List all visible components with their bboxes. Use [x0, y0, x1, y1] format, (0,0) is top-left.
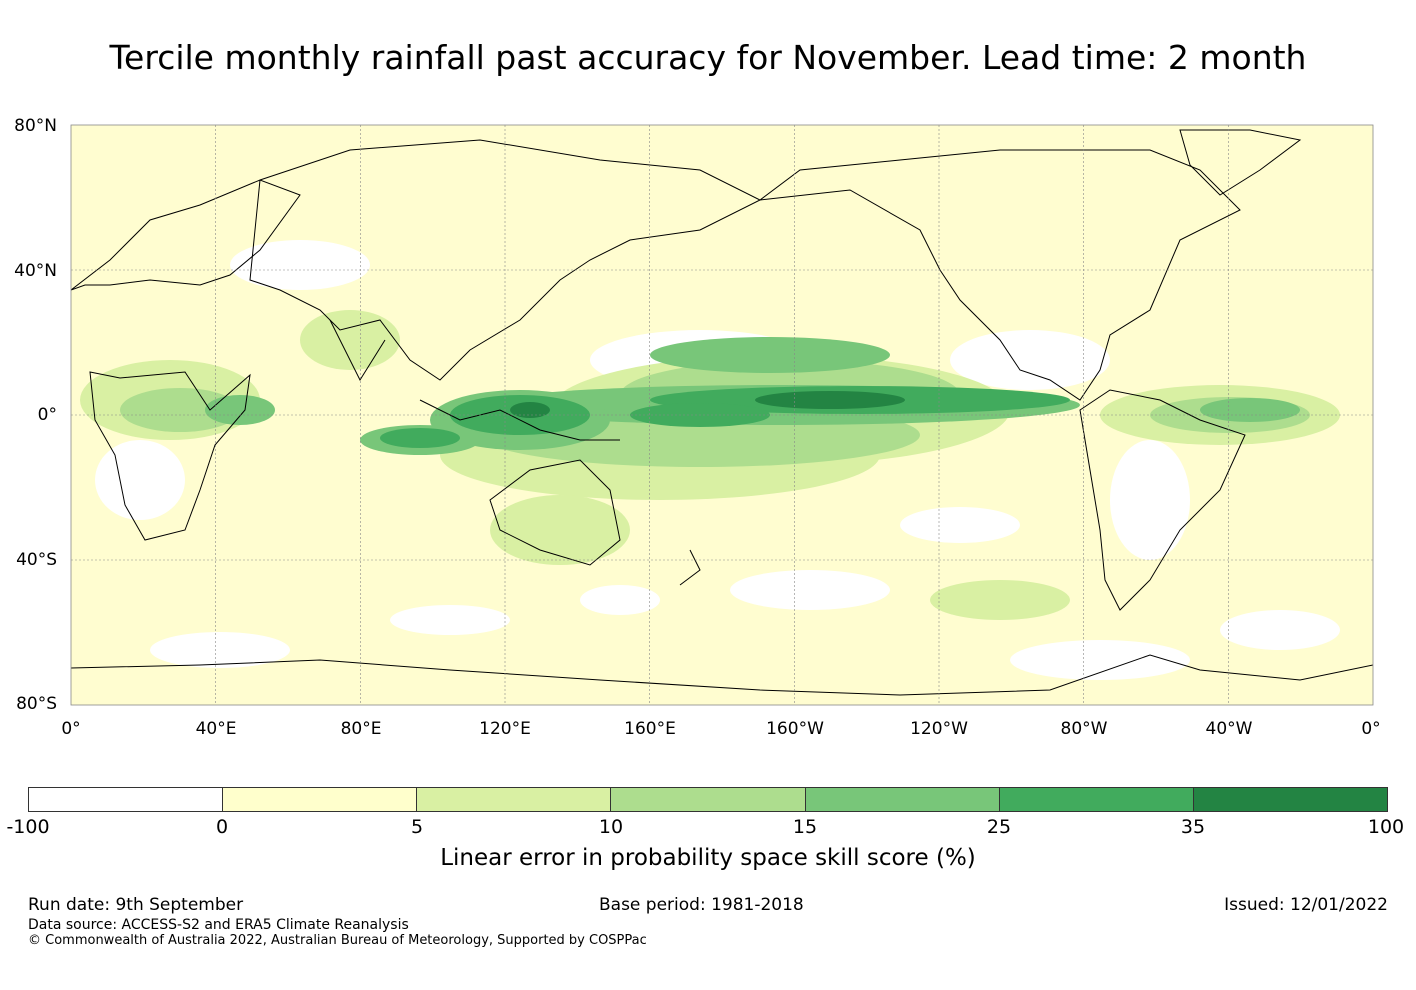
lon-label-120e: 120°E — [479, 719, 531, 739]
issued-date: Issued: 12/01/2022 — [1224, 895, 1388, 915]
colorbar-tick: -100 — [6, 816, 50, 838]
lon-label-80w: 80°W — [1060, 719, 1108, 739]
lon-label-40e: 40°E — [195, 719, 237, 739]
lon-label-160e: 160°E — [624, 719, 676, 739]
map-field — [71, 125, 1373, 705]
colorbar-segment-4 — [611, 788, 806, 811]
colorbar-tick: 10 — [598, 816, 624, 838]
colorbar — [28, 787, 1388, 812]
skill-map — [0, 110, 1416, 750]
run-date: Run date: 9th September — [28, 895, 244, 915]
lon-label-0: 0° — [61, 719, 81, 739]
colorbar-segment-3 — [417, 788, 612, 811]
copyright: © Commonwealth of Australia 2022, Austra… — [28, 933, 647, 948]
lon-label-160w: 160°W — [766, 719, 824, 739]
low-skill-patches — [95, 240, 1340, 680]
lat-label-40s: 40°S — [16, 550, 57, 570]
data-source: Data source: ACCESS-S2 and ERA5 Climate … — [28, 917, 409, 933]
colorbar-segment-5 — [805, 788, 1000, 811]
colorbar-tick: 5 — [410, 816, 424, 838]
colorbar-segment-6 — [999, 788, 1194, 811]
lat-label-80n: 80°N — [14, 116, 57, 136]
lat-label-0: 0° — [37, 405, 57, 425]
map-canvas — [70, 124, 1374, 706]
colorbar-tick: 100 — [1367, 816, 1405, 838]
base-period: Base period: 1981-2018 — [599, 895, 804, 915]
colorbar-tick: 35 — [1180, 816, 1206, 838]
skill-35-100 — [510, 391, 905, 418]
lon-label-0-end: 0° — [1361, 719, 1381, 739]
colorbar-tick: 0 — [215, 816, 229, 838]
colorbar-segment-1 — [29, 788, 224, 811]
coastlines — [71, 129, 1373, 696]
graticule — [71, 125, 1373, 705]
lat-label-40n: 40°N — [14, 261, 57, 281]
lat-label-80s: 80°S — [16, 694, 57, 714]
colorbar-segment-7 — [1193, 788, 1387, 811]
lon-label-80e: 80°E — [340, 719, 382, 739]
map-title: Tercile monthly rainfall past accuracy f… — [109, 38, 1307, 77]
colorbar-segment-2 — [223, 788, 418, 811]
lon-label-120w: 120°W — [910, 719, 968, 739]
colorbar-tick: 25 — [986, 816, 1012, 838]
colorbar-tick: 15 — [792, 816, 818, 838]
lon-label-40w: 40°W — [1205, 719, 1253, 739]
colorbar-label: Linear error in probability space skill … — [440, 845, 976, 871]
